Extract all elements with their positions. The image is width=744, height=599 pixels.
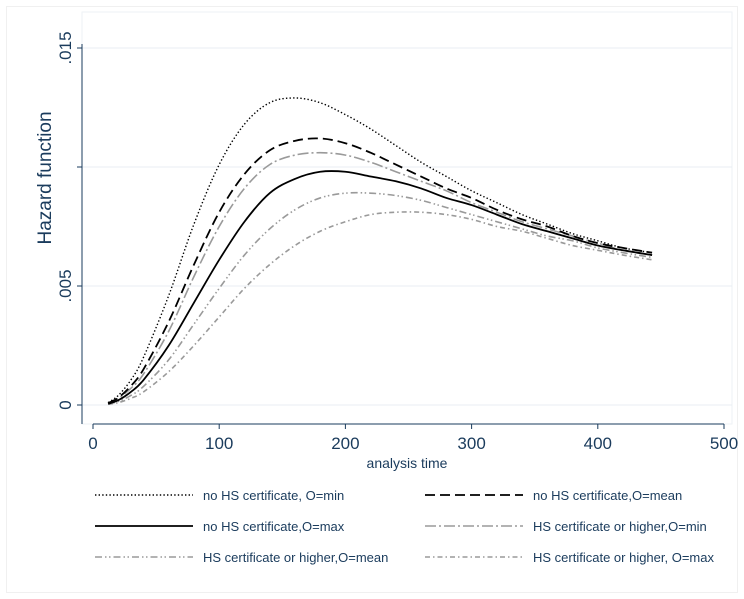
x-tick-label-5: 500 (710, 434, 738, 453)
series-line-4 (107, 151, 653, 405)
plot-area (81, 11, 733, 425)
legend-label-5: HS certificate or higher,O=mean (203, 550, 388, 565)
legend-label-3: no HS certificate,O=max (203, 519, 345, 534)
legend-label-4: HS certificate or higher,O=min (533, 519, 707, 534)
series-line-2 (107, 137, 653, 404)
figure-outer-border (6, 6, 738, 593)
x-tick-label-4: 400 (584, 434, 612, 453)
legend-label-2: no HS certificate,O=mean (533, 488, 682, 503)
x-tick-label-2: 200 (331, 434, 359, 453)
x-tick-label-0: 0 (88, 434, 97, 453)
legend-label-6: HS certificate or higher, O=max (533, 550, 714, 565)
x-axis-title: analysis time (367, 455, 448, 471)
axes-layer: 0 .005 .015 0 100 200 300 400 500 (56, 31, 738, 453)
y-tick-label-0: 0 (56, 400, 75, 409)
series-line-3 (107, 170, 653, 405)
series-layer (107, 97, 653, 406)
x-tick-label-1: 100 (205, 434, 233, 453)
y-tick-label-1: .005 (56, 269, 75, 302)
series-line-5 (107, 191, 653, 405)
legend-label-1: no HS certificate, O=min (203, 488, 344, 503)
x-tick-label-3: 300 (457, 434, 485, 453)
series-line-6 (108, 211, 653, 406)
legend: no HS certificate, O=min no HS certificat… (95, 488, 714, 565)
y-axis-title: Hazard function (35, 111, 56, 244)
grid-layer (82, 47, 732, 406)
y-tick-label-3: .015 (56, 31, 75, 64)
series-line-1 (107, 97, 653, 404)
